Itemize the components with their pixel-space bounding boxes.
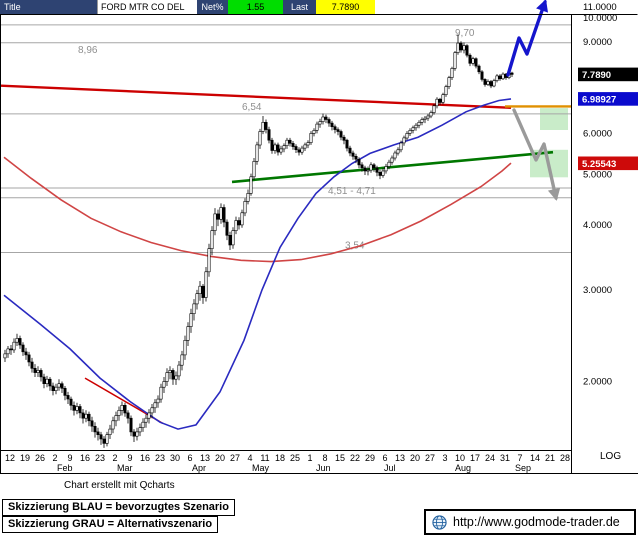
svg-text:27: 27 (425, 453, 435, 463)
svg-text:Aug: Aug (455, 463, 471, 473)
svg-text:Jun: Jun (316, 463, 331, 473)
svg-text:27: 27 (230, 453, 240, 463)
svg-text:2.0000: 2.0000 (583, 377, 612, 388)
svg-text:25: 25 (290, 453, 300, 463)
svg-text:13: 13 (200, 453, 210, 463)
svg-text:Mar: Mar (117, 463, 133, 473)
svg-text:22: 22 (350, 453, 360, 463)
svg-text:23: 23 (155, 453, 165, 463)
svg-text:May: May (252, 463, 270, 473)
chart-credit-text: Chart erstellt mit Qcharts (64, 480, 175, 491)
svg-text:18: 18 (275, 453, 285, 463)
svg-text:8,96: 8,96 (78, 45, 98, 56)
svg-text:17: 17 (470, 453, 480, 463)
svg-text:6: 6 (382, 453, 387, 463)
svg-text:4.0000: 4.0000 (583, 220, 612, 231)
svg-text:9.0000: 9.0000 (583, 37, 612, 48)
svg-text:Apr: Apr (192, 463, 206, 473)
svg-text:8: 8 (322, 453, 327, 463)
svg-text:24: 24 (485, 453, 495, 463)
svg-text:9: 9 (127, 453, 132, 463)
svg-text:Feb: Feb (57, 463, 73, 473)
website-url-text: http://www.godmode-trader.de (453, 515, 620, 529)
svg-text:6,54: 6,54 (242, 102, 262, 113)
svg-text:1: 1 (307, 453, 312, 463)
svg-text:4,51 - 4,71: 4,51 - 4,71 (328, 186, 376, 197)
svg-text:30: 30 (170, 453, 180, 463)
svg-text:21: 21 (545, 453, 555, 463)
svg-text:11.0000: 11.0000 (583, 2, 617, 13)
scenario-legend-gray: Skizzierung GRAU = Alternativszenario (2, 516, 219, 533)
svg-text:16: 16 (140, 453, 150, 463)
svg-text:13: 13 (395, 453, 405, 463)
svg-text:6.0000: 6.0000 (583, 128, 612, 139)
svg-text:16: 16 (80, 453, 90, 463)
scenario-legend-blue: Skizzierung BLAU = bevorzugtes Szenario (2, 499, 235, 516)
svg-text:10.0000: 10.0000 (583, 13, 617, 24)
svg-text:9: 9 (67, 453, 72, 463)
svg-text:5.0000: 5.0000 (583, 170, 612, 181)
svg-text:20: 20 (410, 453, 420, 463)
last-price-value: 7.7890 (316, 0, 375, 14)
svg-text:5.25543: 5.25543 (582, 159, 616, 170)
svg-text:26: 26 (35, 453, 45, 463)
svg-text:19: 19 (20, 453, 30, 463)
svg-text:3.0000: 3.0000 (583, 285, 612, 296)
svg-text:29: 29 (365, 453, 375, 463)
svg-text:7: 7 (517, 453, 522, 463)
title-column-header: Title (0, 0, 97, 14)
last-price-header: Last (283, 0, 316, 14)
svg-text:Jul: Jul (384, 463, 396, 473)
svg-text:31: 31 (500, 453, 510, 463)
svg-text:3: 3 (442, 453, 447, 463)
website-link-box[interactable]: http://www.godmode-trader.de (424, 509, 636, 535)
symbol-cell[interactable]: FORD MTR CO DEL (97, 0, 197, 14)
svg-text:3,54: 3,54 (345, 241, 365, 252)
svg-text:4: 4 (247, 453, 252, 463)
svg-text:12: 12 (5, 453, 15, 463)
net-percent-value: 1.55 (228, 0, 283, 14)
svg-text:6: 6 (187, 453, 192, 463)
svg-text:14: 14 (530, 453, 540, 463)
svg-text:10: 10 (455, 453, 465, 463)
svg-text:23: 23 (95, 453, 105, 463)
svg-text:Sep: Sep (515, 463, 531, 473)
svg-text:2: 2 (52, 453, 57, 463)
svg-text:15: 15 (335, 453, 345, 463)
svg-text:7.7890: 7.7890 (582, 70, 611, 81)
net-percent-header: Net% (197, 0, 228, 14)
svg-text:9,70: 9,70 (455, 28, 475, 39)
svg-text:20: 20 (215, 453, 225, 463)
svg-text:28: 28 (560, 453, 570, 463)
svg-text:11: 11 (260, 453, 269, 463)
globe-icon (432, 514, 447, 530)
svg-text:2: 2 (112, 453, 117, 463)
svg-text:LOG: LOG (600, 451, 621, 462)
svg-text:6.98927: 6.98927 (582, 94, 616, 105)
